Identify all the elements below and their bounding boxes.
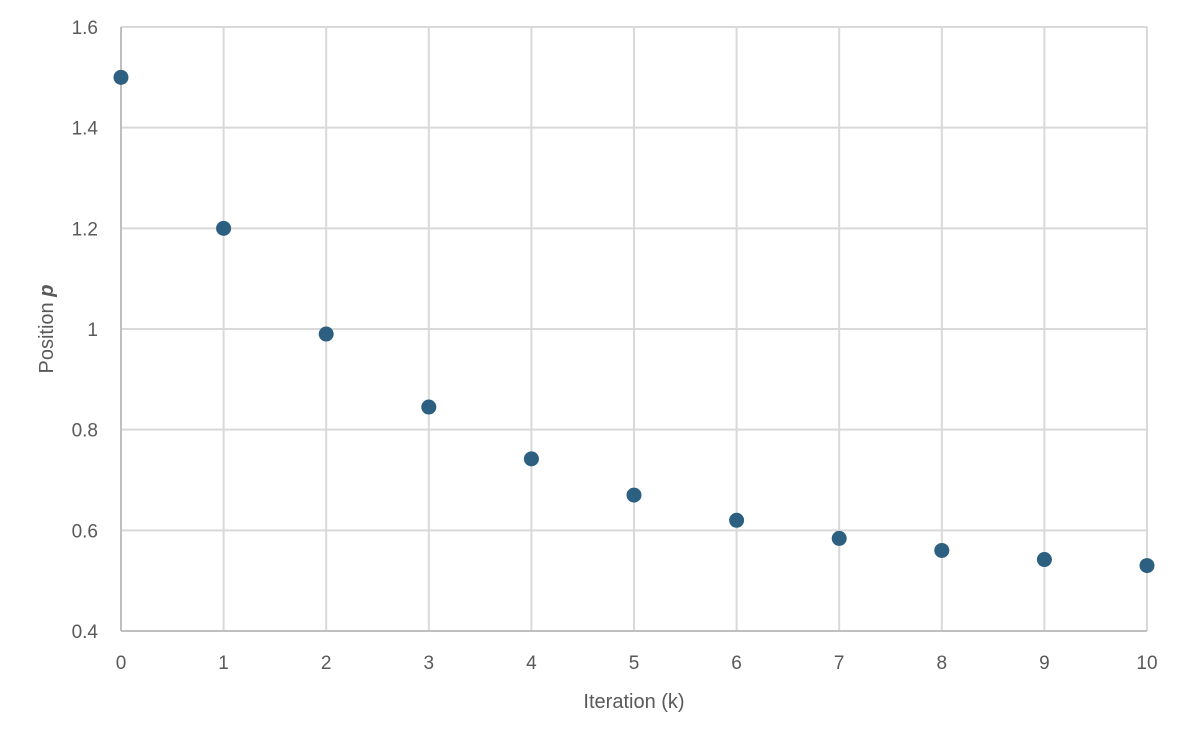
data-point-marker <box>113 69 129 85</box>
y-tick-label: 1.6 <box>72 18 98 39</box>
data-point-marker <box>934 542 950 558</box>
x-tick-label: 8 <box>937 653 948 674</box>
x-tick-label: 9 <box>1039 653 1050 674</box>
y-tick-label: 1.2 <box>72 219 98 240</box>
y-tick-label: 0.6 <box>72 521 98 542</box>
x-tick-label: 4 <box>526 653 537 674</box>
y-tick-label: 1 <box>87 320 98 341</box>
horizontal-gridlines <box>121 26 1147 532</box>
x-tick-label: 1 <box>218 653 229 674</box>
y-tick-label: 0.8 <box>72 421 98 442</box>
data-point-marker <box>831 530 847 546</box>
x-tick-label: 2 <box>321 653 332 674</box>
y-axis-title-variable: p <box>36 285 58 298</box>
data-point-marker <box>216 220 232 236</box>
data-point-marker <box>421 399 437 415</box>
data-points <box>113 69 1155 574</box>
data-point-marker <box>1139 558 1155 574</box>
y-tick-label: 0.4 <box>72 622 99 643</box>
x-tick-label: 6 <box>731 653 742 674</box>
y-axis-title-text: Position <box>36 297 58 374</box>
x-tick-label: 3 <box>424 653 435 674</box>
data-point-marker <box>523 451 539 467</box>
x-tick-label: 5 <box>629 653 640 674</box>
x-tick-label: 7 <box>834 653 845 674</box>
x-tick-label: 10 <box>1136 653 1157 674</box>
data-point-marker <box>318 326 334 342</box>
data-point-marker <box>1036 552 1052 568</box>
x-axis-ticks: 0 1 2 3 4 5 6 7 8 9 10 <box>116 653 1158 674</box>
y-tick-label: 1.4 <box>72 119 99 140</box>
data-point-marker <box>729 512 745 528</box>
data-point-marker <box>626 487 642 503</box>
x-axis-title: Iteration (k) <box>583 691 684 713</box>
x-tick-label: 0 <box>116 653 127 674</box>
y-axis-ticks: 0.4 0.6 0.8 1 1.2 1.4 1.6 <box>72 18 99 643</box>
y-axis-title: Position p <box>36 285 58 374</box>
